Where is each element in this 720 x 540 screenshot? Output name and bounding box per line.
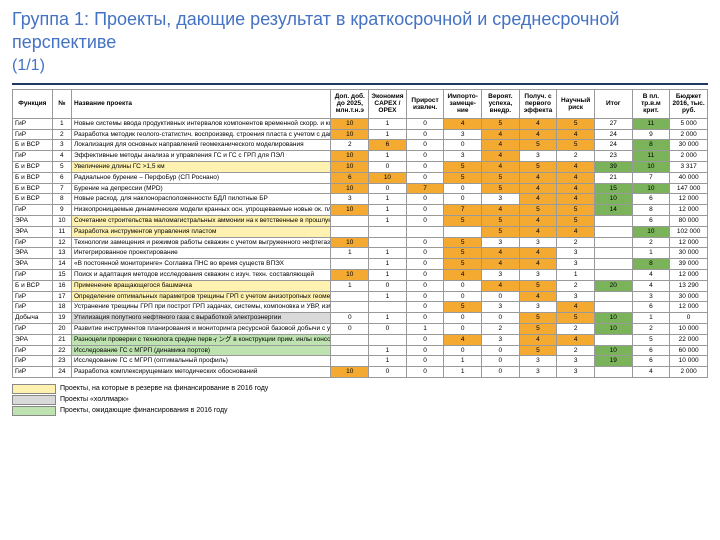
legend: Проекты, на которые в резерве на финанси… [12,384,708,416]
legend-swatch [12,406,56,416]
legend-label: Проекты, на которые в резерве на финанси… [60,385,268,392]
table-row: ГиР12Технологии замещения и режимов рабо… [13,237,708,248]
table-row: ГиР18Устранение трещины ГРП при построт … [13,302,708,313]
col-header: Название проекта [72,89,331,118]
col-header: Научный риск [557,89,595,118]
table-row: Добыча19Утилизация попутного нефтяного г… [13,313,708,324]
col-header: № [52,89,71,118]
table-row: Б и ВСР16Применение вращающегося башмачк… [13,280,708,291]
page-subtitle: (1/1) [12,57,708,75]
legend-label: Проекты «холлмарк» [60,396,129,403]
legend-row: Проекты «холлмарк» [12,395,708,405]
table-row: ЭРА14«В постоянной мониторинге» Соглавка… [13,259,708,270]
page-title: Группа 1: Проекты, дающие результат в кр… [12,8,708,55]
table-row: ГиР23Исследование ГС с МГРП (оптимальный… [13,356,708,367]
table-row: Б и ВСР7Бурение на депрессии (MPD)100705… [13,183,708,194]
table-row: Б и ВСР5Увеличение длины ГС >1,5 км10005… [13,161,708,172]
col-header: Функция [13,89,53,118]
title-rule [12,83,708,85]
legend-row: Проекты, на которые в резерве на финанси… [12,384,708,394]
legend-row: Проекты, ожидающие финансирования в 2016… [12,406,708,416]
table-row: ГиР20Развитие инструментов планирования … [13,323,708,334]
table-row: ГиР17Определение оптимальных параметров … [13,291,708,302]
table-row: Б и ВСР6Радиальное бурение – ПерфоБур (С… [13,172,708,183]
table-row: ГиР9Низкопроницаемые динамические модели… [13,205,708,216]
legend-swatch [12,395,56,405]
col-header: Бюджет 2016, тыс. руб. [670,89,708,118]
table-row: ГиР24Разработка комплексирущемаих методи… [13,367,708,378]
table-row: ЭРА11Разработка инструментов управления … [13,226,708,237]
col-header: Вероят. успеха, внедр. [482,89,520,118]
table-row: ЭРА21Разноцели проверки с технолога сред… [13,334,708,345]
col-header: Доп. доб. до 2025, млн.т.н.э [331,89,369,118]
projects-table: Функция№Название проектаДоп. доб. до 202… [12,89,708,378]
col-header: Экономия CAPEX / OPEX [369,89,407,118]
table-row: ЭРА10Сочетание строительства маломагистр… [13,215,708,226]
table-row: ГиР22Исследование ГС с МГРП (динамика по… [13,345,708,356]
col-header: В пл. тр.в.м крит. [632,89,670,118]
col-header: Импорто­замеще­ние [444,89,482,118]
col-header: Прирост извлеч. [406,89,444,118]
legend-swatch [12,384,56,394]
table-row: Б и ВСР3Локализация для основных направл… [13,140,708,151]
table-row: Б и ВСР8Новые расход. для наклонорасполо… [13,194,708,205]
table-row: ГиР4Эффективные методы анализа и управле… [13,151,708,162]
col-header: Итог [594,89,632,118]
table-row: ГиР1Новые системы ввода продуктивных инт… [13,118,708,129]
legend-label: Проекты, ожидающие финансирования в 2016… [60,407,228,414]
table-row: ЭРА13Интегрированное проектирование11054… [13,248,708,259]
col-header: Получ. с первого эффекта [519,89,557,118]
table-row: ГиР2Разработка методик геолого-статистич… [13,129,708,140]
table-row: ГиР15Поиск и адаптация методов исследова… [13,269,708,280]
